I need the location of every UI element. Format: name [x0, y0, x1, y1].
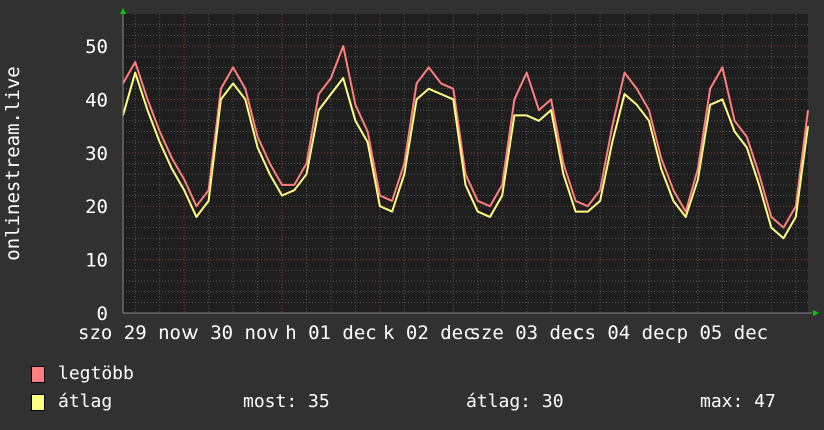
stat-maximum: max: 47	[700, 391, 776, 412]
series-line-avg	[122, 71, 809, 240]
legend-swatch-max	[31, 366, 45, 383]
x-tick-label: k 02 dec	[383, 322, 475, 344]
y-axis-label: onlinestream.live	[2, 66, 24, 260]
x-tick-label: h 01 dec	[285, 322, 377, 344]
y-tick-label: 30	[85, 143, 108, 165]
stat-average: átlag: 30	[466, 391, 564, 412]
x-tick-label: szo 29 nov	[78, 322, 192, 344]
legend-max-label: legtöbb	[58, 363, 134, 384]
x-tick-label: sze 03 dec	[469, 322, 583, 344]
y-tick-label: 10	[85, 250, 108, 272]
y-tick-label: 50	[85, 36, 108, 58]
x-axis-arrow-icon	[813, 310, 819, 316]
y-axis-arrow-icon	[120, 8, 126, 14]
x-tick-label: p 05 dec	[677, 322, 769, 344]
legend-swatch-avg	[31, 394, 45, 411]
x-tick-label: cs 04 dec	[573, 322, 676, 344]
y-tick-label: 20	[85, 196, 108, 218]
y-tick-label: 40	[85, 89, 108, 111]
legend-avg-label: átlag	[58, 391, 113, 412]
stat-current: most: 35	[243, 391, 330, 412]
series-line-max	[122, 45, 809, 229]
y-tick-label: 0	[97, 303, 108, 325]
x-tick-label: v 30 nov	[187, 322, 279, 344]
